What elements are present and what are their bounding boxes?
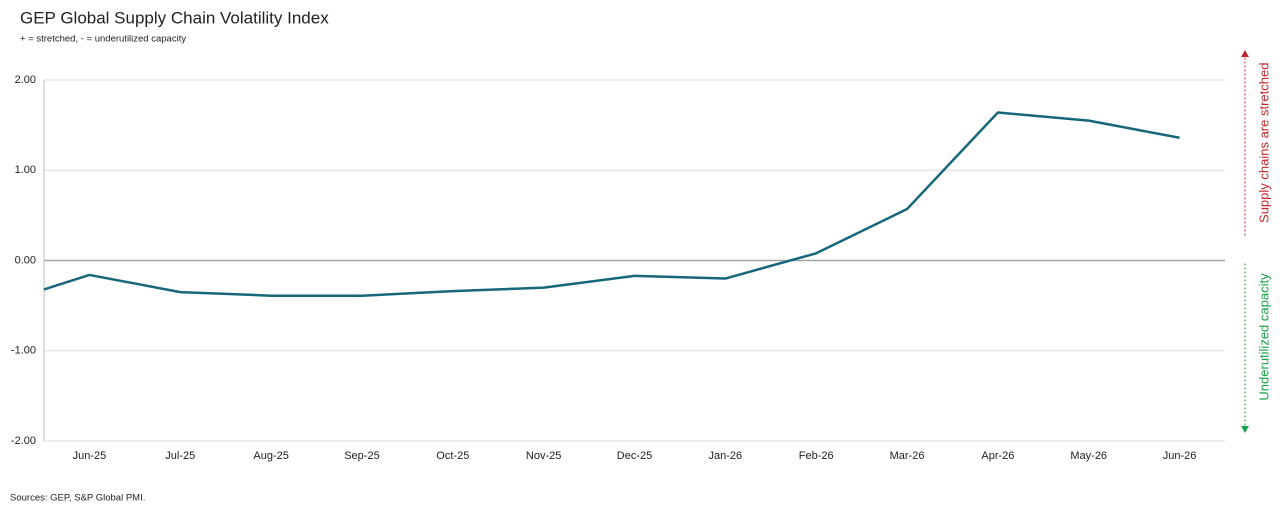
x-tick-label: Nov-25 xyxy=(526,450,561,462)
x-tick-label: Sep-25 xyxy=(344,450,379,462)
x-tick-label: Jan-26 xyxy=(709,450,743,462)
y-tick-label: 0.00 xyxy=(15,254,36,266)
annotation-text: Underutilized capacity xyxy=(1256,273,1271,401)
data-line xyxy=(43,111,1180,297)
y-tick-label: 2.00 xyxy=(15,74,36,86)
y-tick-label: 1.00 xyxy=(15,164,36,176)
chart-subtitle: + = stretched, - = underutilized capacit… xyxy=(20,34,186,45)
y-tick-label: -1.00 xyxy=(11,345,36,357)
y-tick-label: -2.00 xyxy=(11,435,36,447)
x-tick-label: Aug-25 xyxy=(253,450,288,462)
annotation-text: Supply chains are stretched xyxy=(1256,63,1271,223)
x-tick-label: Dec-25 xyxy=(617,450,652,462)
x-tick-label: Oct-25 xyxy=(436,450,469,462)
x-tick-label: Apr-26 xyxy=(981,450,1014,462)
x-tick-label: Jun-25 xyxy=(73,450,107,462)
x-tick-label: Mar-26 xyxy=(890,450,925,462)
chart-title: GEP Global Supply Chain Volatility Index xyxy=(20,8,329,27)
source-note: Sources: GEP, S&P Global PMI. xyxy=(10,493,145,504)
x-tick-label: May-26 xyxy=(1070,450,1107,462)
x-tick-label: Jun-26 xyxy=(1163,450,1197,462)
annotation-arrowhead xyxy=(1241,426,1249,433)
annotation-arrowhead xyxy=(1241,50,1249,57)
x-tick-label: Feb-26 xyxy=(799,450,834,462)
x-tick-label: Jul-25 xyxy=(165,450,195,462)
